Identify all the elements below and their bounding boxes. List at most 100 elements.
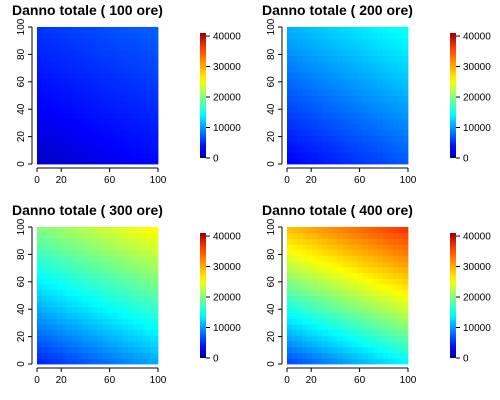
heatmap-cell (72, 266, 78, 274)
heatmap-cell (362, 44, 369, 51)
heatmap-cell (347, 261, 353, 268)
heatmap-cell (132, 55, 139, 62)
heatmap-cell (77, 238, 83, 245)
heatmap-cell (327, 255, 333, 262)
heatmap-cell (307, 118, 313, 125)
heatmap-cell (332, 55, 338, 62)
heatmap-cell (312, 112, 318, 119)
heatmap-cell (302, 324, 308, 331)
heatmap-cell (367, 141, 374, 148)
heatmap-cell (77, 346, 83, 353)
heatmap-cell (82, 244, 88, 251)
heatmap-cell (337, 341, 343, 348)
heatmap-cell (102, 61, 108, 68)
heatmap-cell (77, 38, 83, 45)
heatmap-cell (72, 141, 78, 148)
heatmap-cell (337, 324, 343, 331)
heatmap-cell (37, 49, 43, 56)
heatmap-cell (152, 78, 159, 85)
heatmap-cell (77, 112, 83, 119)
heatmap-cell (142, 38, 149, 45)
heatmap-cell (147, 101, 154, 108)
heatmap-cell (92, 38, 98, 45)
heatmap-cell (72, 272, 78, 279)
heatmap-cell (72, 278, 78, 285)
heatmap-cell (332, 84, 338, 91)
heatmap-cell (327, 278, 333, 285)
heatmap-cell (382, 146, 389, 153)
heatmap-cell (297, 89, 303, 96)
heatmap-cell (37, 324, 43, 331)
heatmap-cell (87, 301, 93, 308)
heatmap-cell (112, 301, 119, 308)
heatmap-cell (92, 66, 98, 74)
heatmap-cell (372, 295, 379, 302)
heatmap-cell (117, 152, 124, 159)
heatmap-cell (302, 66, 308, 74)
heatmap-cell (127, 289, 134, 296)
heatmap-cell (82, 158, 88, 165)
heatmap-cell (57, 284, 63, 291)
heatmap-cell (87, 38, 93, 45)
heatmap-cell (97, 284, 103, 291)
heatmap-cell (47, 66, 53, 74)
heatmap-cell (62, 49, 68, 56)
heatmap-cell (152, 72, 159, 79)
heatmap-cell (112, 289, 119, 296)
heatmap-cell (122, 284, 129, 291)
heatmap-cell (357, 27, 364, 34)
heatmap-cell (147, 324, 154, 331)
heatmap-cell (107, 146, 114, 153)
heatmap-cell (327, 329, 333, 336)
heatmap-cell (292, 158, 298, 165)
heatmap-cell (397, 306, 404, 314)
heatmap-cell (352, 78, 358, 85)
heatmap-cell (367, 261, 374, 268)
heatmap-cell (147, 249, 154, 256)
heatmap-cell (317, 146, 323, 153)
heatmap-cell (112, 249, 119, 256)
heatmap-cell (317, 66, 323, 74)
heatmap-cell (402, 346, 409, 353)
heatmap-cell (132, 95, 139, 102)
heatmap-cell (142, 27, 149, 34)
heatmap-cell (152, 32, 159, 39)
colorbar-tick-label: 0 (463, 354, 469, 365)
heatmap-cell (112, 112, 119, 119)
heatmap-cell (287, 352, 293, 359)
heatmap-cell (402, 95, 409, 102)
heatmap-cell (362, 306, 369, 314)
heatmap-cell (357, 284, 364, 291)
heatmap-cell (152, 301, 159, 308)
heatmap-cell (87, 141, 93, 148)
heatmap-cell (142, 266, 149, 274)
heatmap-cell (337, 95, 343, 102)
heatmap-cell (102, 44, 108, 51)
heatmap-cell (342, 329, 348, 336)
heatmap-cell (322, 72, 328, 79)
heatmap-cell (372, 238, 379, 245)
heatmap-cell (317, 95, 323, 102)
heatmap-cell (52, 284, 58, 291)
heatmap-cell (327, 272, 333, 279)
heatmap-cell (122, 295, 129, 302)
heatmap-cell (317, 301, 323, 308)
heatmap-cell (402, 112, 409, 119)
heatmap-cell (52, 249, 58, 256)
heatmap-cell (77, 358, 83, 365)
heatmap-cell (87, 284, 93, 291)
heatmap-cell (77, 49, 83, 56)
heatmap-cell (72, 335, 78, 342)
heatmap-cell (357, 261, 364, 268)
heatmap-cell (87, 261, 93, 268)
heatmap-cell (352, 261, 358, 268)
heatmap-cell (292, 135, 298, 142)
heatmap-cell (347, 312, 353, 319)
heatmap-cell (137, 306, 144, 314)
heatmap-cell (367, 335, 374, 342)
heatmap-cell (342, 101, 348, 108)
heatmap-cell (147, 32, 154, 39)
heatmap-cell (127, 106, 134, 114)
heatmap-cell (307, 32, 313, 39)
